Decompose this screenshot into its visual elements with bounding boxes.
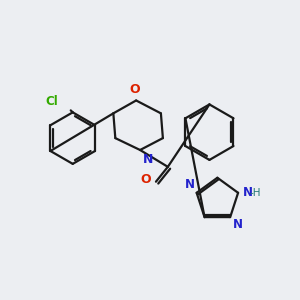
- Text: N: N: [243, 186, 253, 199]
- Text: -H: -H: [250, 188, 262, 198]
- Text: O: O: [130, 82, 140, 95]
- Text: N: N: [233, 218, 243, 231]
- Text: N: N: [143, 153, 153, 166]
- Text: O: O: [140, 173, 151, 186]
- Text: N: N: [185, 178, 195, 191]
- Text: Cl: Cl: [45, 95, 58, 108]
